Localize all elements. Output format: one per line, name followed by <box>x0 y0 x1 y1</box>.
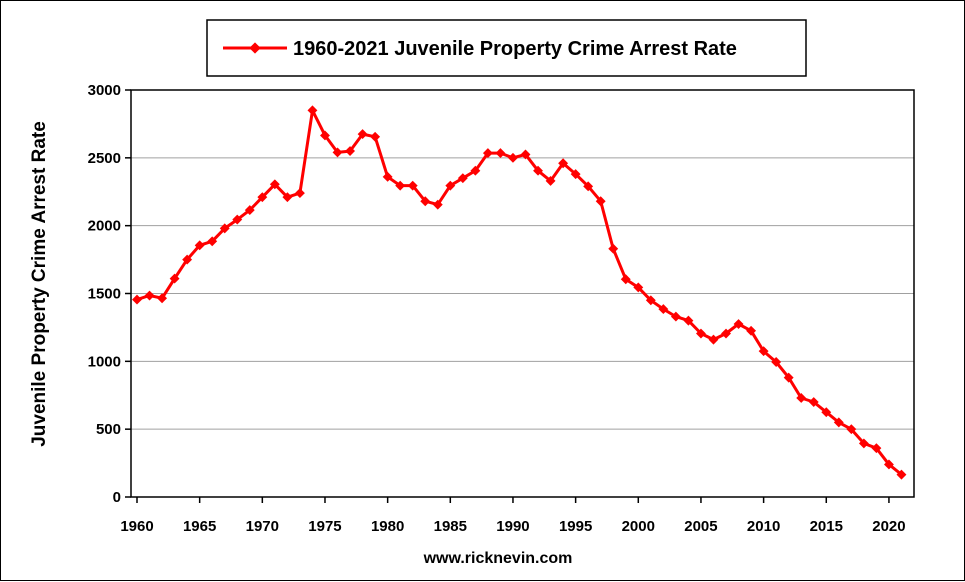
data-point <box>370 131 381 142</box>
data-point <box>595 196 606 207</box>
data-point <box>470 165 481 176</box>
data-point <box>432 199 443 210</box>
y-tick-label: 2500 <box>88 150 121 167</box>
series-line <box>136 108 903 476</box>
data-point <box>207 236 218 247</box>
data-point <box>558 158 569 169</box>
data-point <box>357 129 368 140</box>
data-point <box>570 169 581 180</box>
x-tick-label: 1960 <box>120 518 153 535</box>
data-point <box>620 274 631 285</box>
data-point <box>345 146 355 156</box>
data-point <box>721 328 731 339</box>
legend-box <box>206 19 807 77</box>
y-tick-label: 2000 <box>88 218 121 235</box>
data-point <box>382 171 393 182</box>
data-point <box>182 254 193 265</box>
y-tick-label: 1500 <box>88 286 121 303</box>
data-point <box>332 147 343 158</box>
y-tick-label: 500 <box>96 421 121 438</box>
data-point <box>821 407 832 418</box>
data-point <box>495 148 506 159</box>
data-point <box>169 273 180 284</box>
y-tick-label: 1000 <box>88 353 121 370</box>
data-point <box>783 372 794 383</box>
data-point <box>132 294 142 305</box>
x-tick-label: 1985 <box>434 518 467 535</box>
data-point <box>683 315 694 326</box>
data-point <box>746 325 757 336</box>
data-point <box>696 328 706 339</box>
data-point <box>733 319 744 329</box>
data-point <box>269 179 280 190</box>
data-point <box>833 417 844 428</box>
data-point <box>307 105 318 116</box>
series-markers <box>132 105 907 480</box>
data-point <box>658 304 669 315</box>
data-point <box>257 192 268 203</box>
x-tick-label: 2000 <box>622 518 655 535</box>
data-point <box>533 165 543 176</box>
data-point <box>871 443 882 454</box>
x-tick-label: 1970 <box>246 518 279 535</box>
data-point <box>194 240 205 251</box>
data-point <box>796 393 807 403</box>
data-point <box>708 334 719 345</box>
data-point <box>157 293 168 304</box>
data-point <box>482 148 493 159</box>
data-point <box>896 469 907 480</box>
data-point <box>219 223 230 234</box>
data-point <box>808 397 819 407</box>
x-tick-label: 1965 <box>183 518 216 535</box>
data-point <box>395 180 406 191</box>
x-tick-label: 2010 <box>747 518 780 535</box>
y-tick-label: 0 <box>113 489 121 506</box>
data-point <box>633 282 644 293</box>
gridlines <box>131 157 914 430</box>
data-point <box>608 243 619 254</box>
data-point <box>670 311 681 322</box>
x-tick-label: 1980 <box>371 518 404 535</box>
data-point <box>144 290 155 301</box>
data-point <box>457 173 468 184</box>
x-tick-label: 1990 <box>496 518 529 535</box>
data-point <box>320 130 330 141</box>
x-axis-ticks: 1960 1965 1970 1975 1980 1985 1990 1995 2000 2005… <box>120 497 906 535</box>
data-point <box>407 180 418 191</box>
data-point <box>420 196 431 207</box>
legend-label: 1960-2021 Juvenile Property Crime Arrest… <box>293 38 737 60</box>
y-axis-title: Juvenile Property Crime Arrest Rate <box>29 121 50 447</box>
y-axis-ticks: 0 500 1000 1500 2000 2500 3000 <box>88 82 131 506</box>
data-point <box>445 180 456 191</box>
data-point <box>520 149 531 160</box>
data-point <box>294 188 305 199</box>
x-tick-label: 1975 <box>308 518 341 535</box>
y-tick-label: 3000 <box>88 82 121 99</box>
data-point <box>846 424 857 435</box>
legend-marker-swatch <box>249 42 261 54</box>
data-point <box>244 205 255 216</box>
data-point <box>232 214 243 225</box>
x-tick-label: 1995 <box>559 518 592 535</box>
data-point <box>508 152 518 163</box>
data-point <box>758 346 769 357</box>
data-point <box>645 295 656 306</box>
x-tick-label: 2015 <box>810 518 843 535</box>
data-point <box>883 459 894 470</box>
x-tick-label: 2005 <box>684 518 717 535</box>
data-point <box>583 181 594 192</box>
x-tick-label: 2020 <box>872 518 905 535</box>
data-point <box>771 357 782 367</box>
data-point <box>282 192 293 203</box>
data-point <box>858 438 869 449</box>
data-point <box>545 175 556 186</box>
source-credit: www.ricknevin.com <box>423 550 573 567</box>
